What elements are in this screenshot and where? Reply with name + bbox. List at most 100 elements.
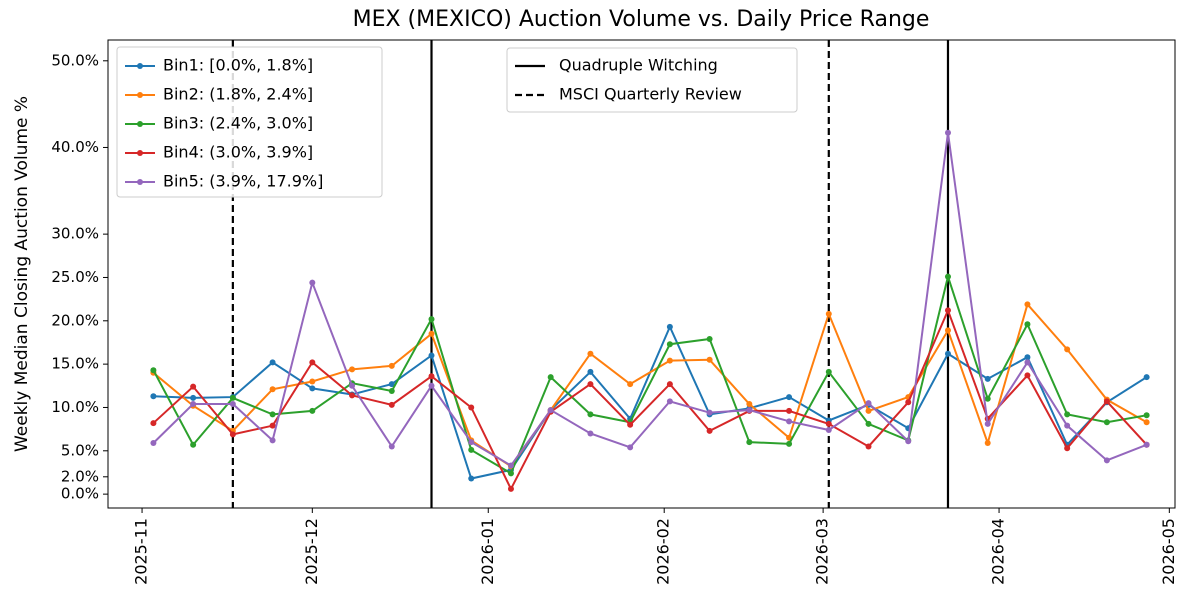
data-point (507, 470, 514, 477)
data-point (507, 462, 514, 469)
data-point (468, 475, 475, 482)
data-point (825, 310, 832, 317)
data-point (944, 307, 951, 314)
data-point (587, 430, 594, 437)
data-point (825, 420, 832, 427)
data-point (587, 350, 594, 357)
data-point (786, 440, 793, 447)
data-point (666, 323, 673, 330)
legend-label: Bin3: (2.4%, 3.0%] (163, 114, 313, 133)
legend-label: Quadruple Witching (559, 56, 718, 75)
data-point (666, 341, 673, 348)
y-tick-label: 20.0% (51, 311, 99, 329)
data-point (309, 279, 316, 286)
y-axis-label: Weekly Median Closing Auction Volume % (12, 96, 32, 452)
y-tick-label: 50.0% (51, 51, 99, 69)
data-point (190, 441, 197, 448)
x-tick-label: 2026-04 (989, 518, 1008, 585)
data-point (269, 359, 276, 366)
data-point (150, 440, 157, 446)
data-point (984, 440, 991, 446)
data-point (984, 420, 991, 427)
data-point (666, 357, 673, 364)
data-point (746, 407, 753, 414)
data-point (984, 375, 991, 382)
data-point (587, 381, 594, 388)
data-point (428, 352, 435, 359)
data-point (229, 431, 236, 438)
legend-box (116, 46, 383, 198)
y-tick-label: 30.0% (51, 225, 99, 243)
data-point (984, 395, 991, 402)
data-point (587, 411, 594, 418)
data-point (666, 398, 673, 405)
chart-title: MEX (MEXICO) Auction Volume vs. Daily Pr… (353, 7, 930, 32)
legend-marker (137, 121, 143, 127)
data-point (269, 437, 276, 444)
data-point (1064, 346, 1071, 353)
data-point (1103, 419, 1110, 426)
data-point (666, 381, 673, 388)
data-point (1103, 457, 1110, 464)
x-tick-label: 2026-02 (654, 518, 673, 585)
legend-label: Bin5: (3.9%, 17.9%] (163, 172, 323, 191)
data-point (507, 485, 514, 492)
data-point (547, 374, 554, 381)
data-point (746, 401, 753, 407)
data-point (388, 388, 395, 394)
x-tick-label: 2025-12 (302, 518, 321, 585)
data-point (627, 444, 634, 451)
data-point (309, 407, 316, 414)
data-point (1064, 411, 1071, 418)
series-line (152, 307, 1148, 492)
data-point (150, 393, 157, 400)
data-point (1024, 359, 1031, 366)
data-point (428, 330, 435, 337)
series-line (152, 132, 1147, 467)
data-point (1143, 419, 1150, 426)
data-point (269, 422, 276, 429)
data-point (944, 129, 951, 136)
data-point (944, 327, 951, 334)
data-point (349, 366, 356, 373)
legend-marker (137, 92, 143, 98)
x-tick-label: 2025-11 (132, 518, 151, 585)
data-point (1064, 445, 1071, 452)
data-point (547, 407, 554, 414)
data-point (825, 368, 832, 375)
data-point (865, 420, 872, 427)
y-tick-label: 0.0% (61, 485, 99, 503)
data-point (905, 399, 912, 406)
data-point (150, 367, 157, 374)
data-point (309, 359, 316, 366)
data-point (1024, 372, 1031, 379)
data-point (1143, 441, 1150, 448)
y-tick-label: 40.0% (51, 138, 99, 156)
data-point (388, 362, 395, 369)
data-point (229, 394, 236, 401)
data-point (944, 273, 951, 280)
data-point (706, 427, 713, 434)
data-point (269, 411, 276, 418)
plot-frame (107, 39, 1176, 509)
legend-box (506, 47, 798, 113)
data-point (428, 316, 435, 323)
x-tick-label: 2026-03 (813, 518, 832, 585)
y-tick-label: 10.0% (51, 398, 99, 416)
legend-label: Bin1: [0.0%, 1.8%] (163, 56, 313, 75)
data-point (825, 427, 832, 433)
x-tick-label: 2026-01 (478, 518, 497, 585)
data-point (786, 418, 793, 425)
series-line (152, 302, 1148, 468)
data-point (746, 439, 753, 446)
legend-marker (137, 63, 143, 69)
data-point (786, 407, 793, 414)
data-point (309, 385, 316, 392)
data-point (944, 350, 951, 357)
data-point (190, 401, 197, 407)
data-point (349, 392, 356, 399)
data-point (388, 381, 395, 388)
data-point (1024, 301, 1031, 308)
